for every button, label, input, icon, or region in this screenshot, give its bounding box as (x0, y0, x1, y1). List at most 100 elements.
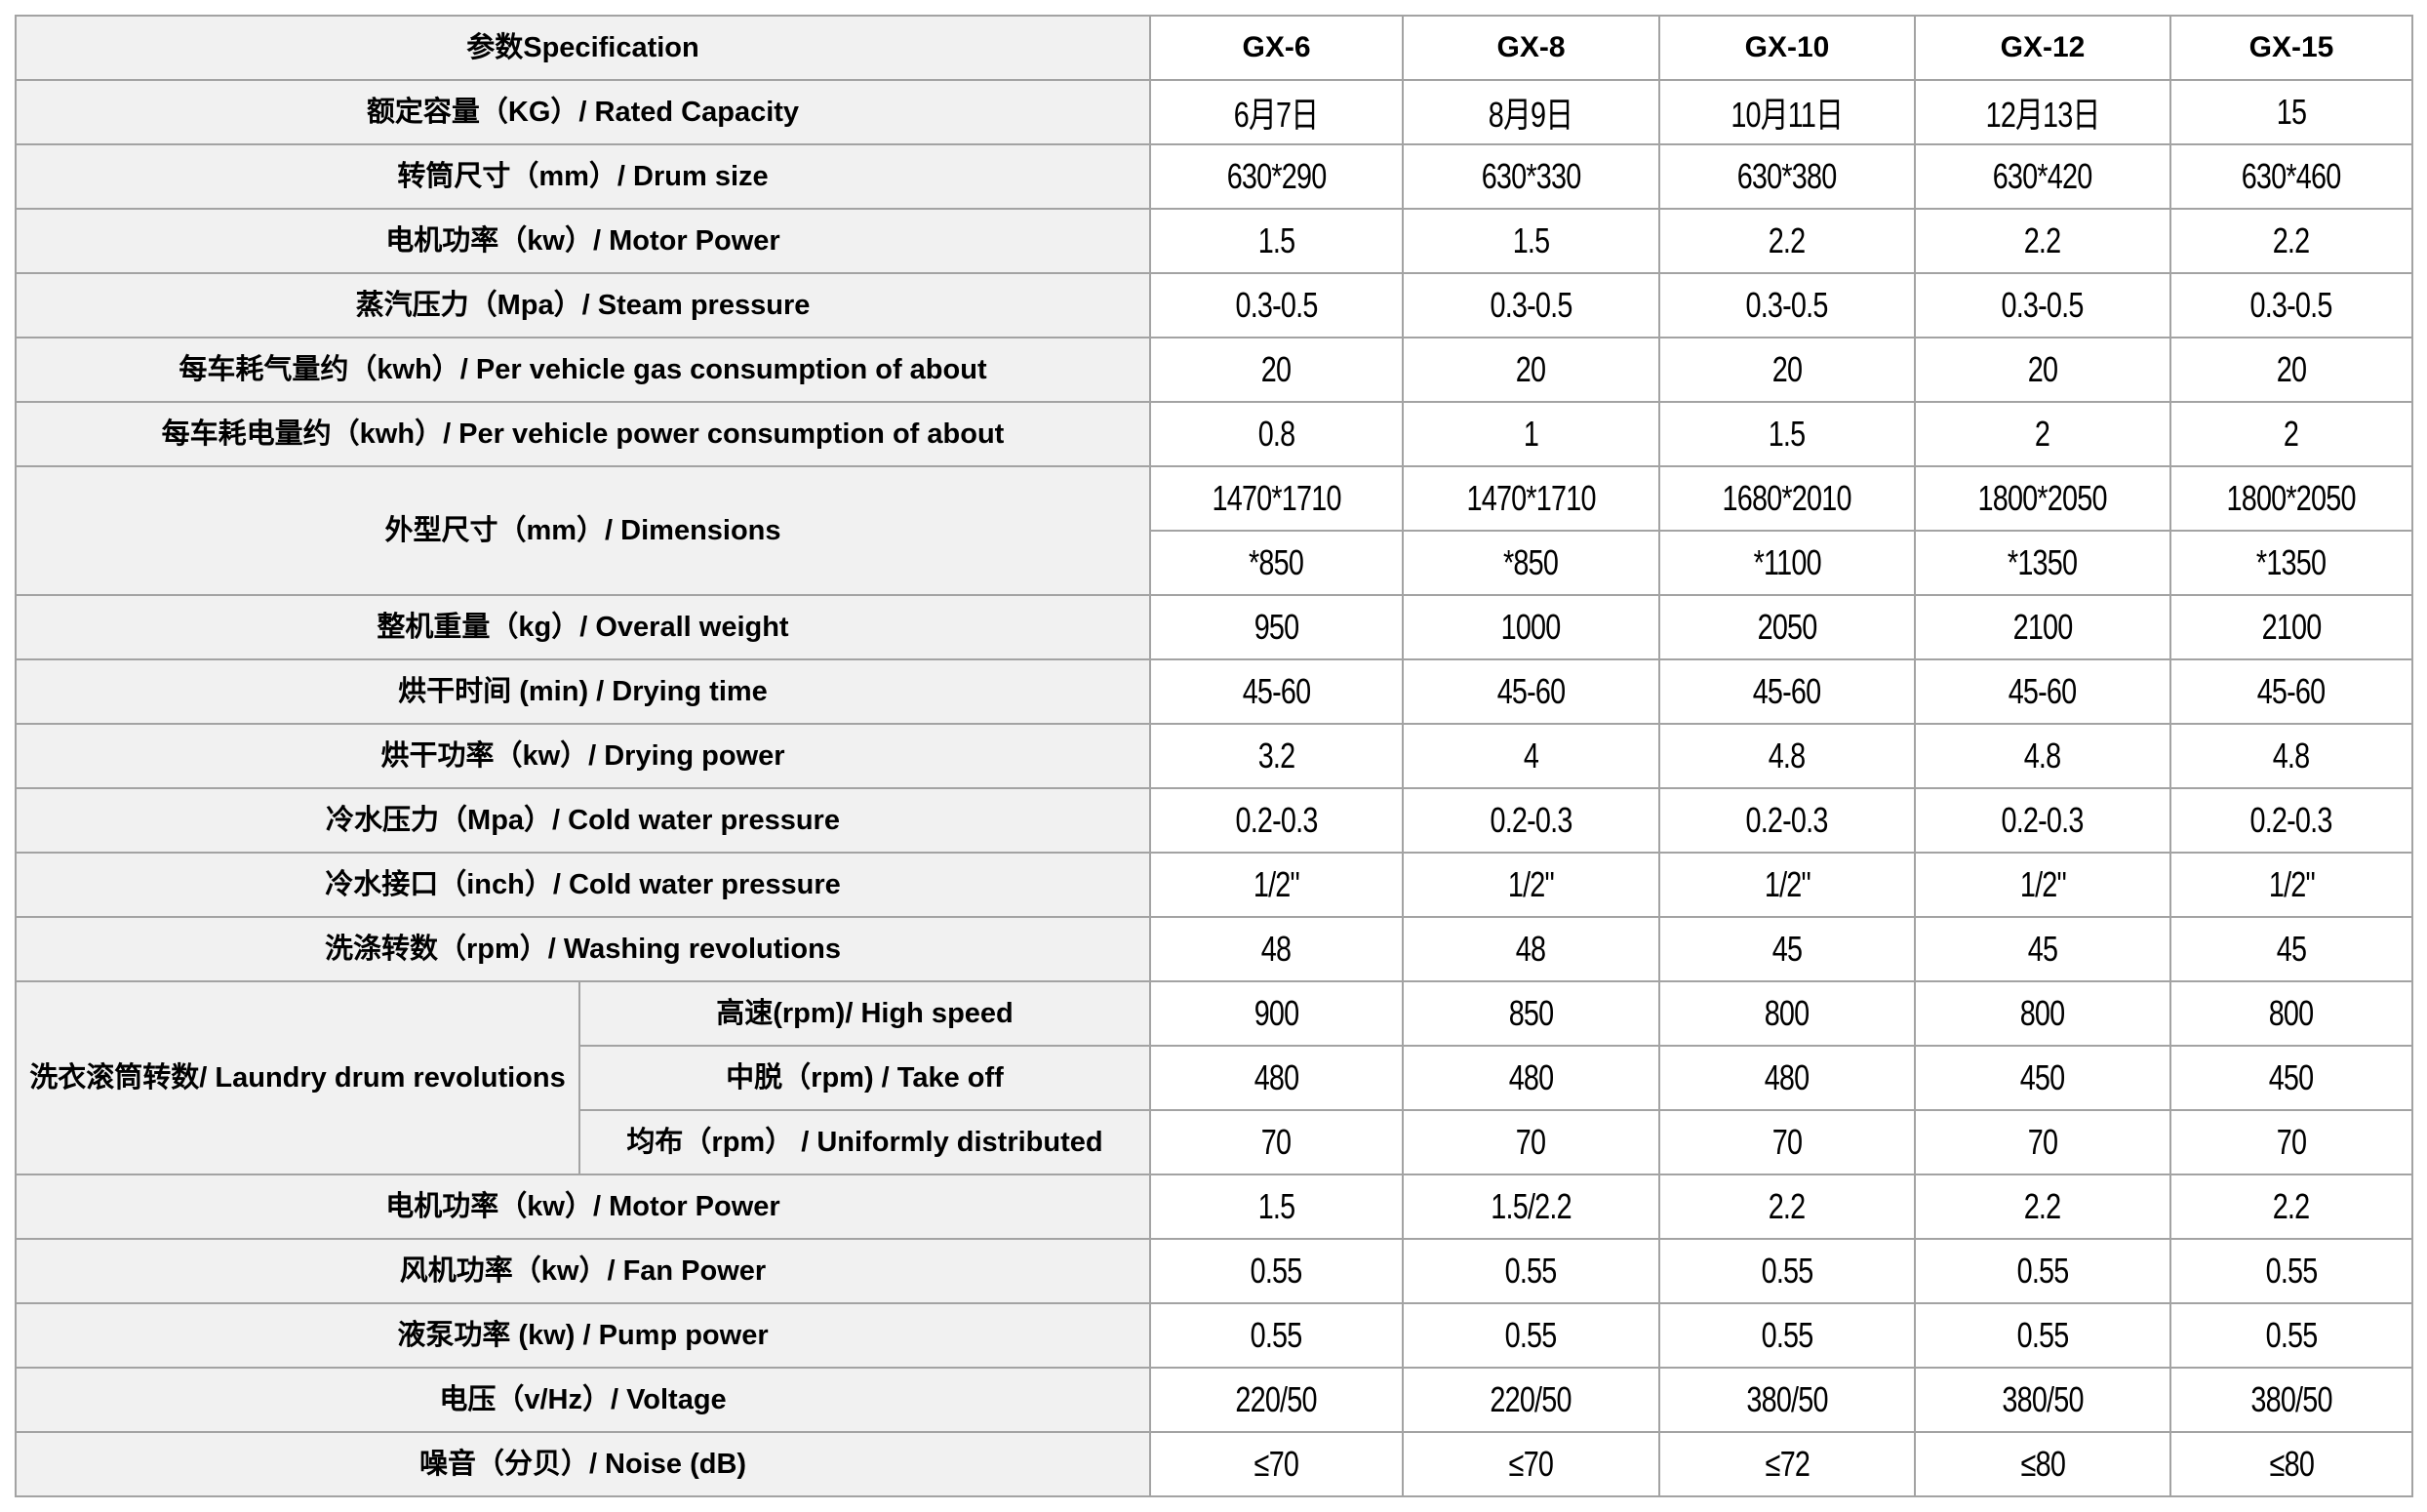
value-text: ≤70 (1508, 1444, 1554, 1484)
value-text: 70 (1771, 1122, 1803, 1162)
value-cell: 15 (2169, 79, 2413, 145)
value-text: 6月7日 (1234, 95, 1319, 135)
value-text: 45-60 (2257, 671, 2326, 711)
row-drum-take-off: 中脱（rpm) / Take off 480 480 480 450 450 (16, 1045, 2413, 1111)
specification-table: 参数Specification GX-6 GX-8 GX-10 GX-12 GX… (15, 15, 2413, 1497)
value-text: 0.55 (1251, 1315, 1303, 1355)
row-dimensions-line1: 外型尺寸（mm）/ Dimensions 1470*1710 1470*1710… (15, 465, 2413, 596)
value-cell: 1.5/2.2 (1402, 1174, 1660, 1240)
value-cell: *850 (1402, 530, 1660, 596)
row-label: 风机功率（kw）/ Fan Power (15, 1238, 1151, 1304)
value-text: 850 (1508, 993, 1554, 1033)
value-cell: 0.3-0.5 (2169, 272, 2413, 338)
value-cell: 20 (1402, 337, 1660, 403)
value-cell: 48 (1402, 916, 1660, 982)
value-cell: 800 (1658, 980, 1916, 1047)
value-text: 0.3-0.5 (2001, 285, 2085, 325)
value-text: 0.55 (2265, 1251, 2319, 1291)
value-text: 0.8 (1257, 414, 1295, 454)
value-cell: 450 (2169, 1045, 2413, 1111)
value-cell: 0.55 (1402, 1302, 1660, 1369)
value-text: 2 (2035, 414, 2050, 454)
value-cell: 380/50 (2169, 1367, 2413, 1433)
value-cell: 2.2 (2169, 208, 2413, 274)
value-text: *850 (1249, 542, 1304, 582)
row-steam-pressure: 蒸汽压力（Mpa）/ Steam pressure 0.3-0.5 0.3-0.… (15, 272, 2413, 338)
value-text: 380/50 (2002, 1379, 2084, 1419)
value-cell: 0.55 (2169, 1302, 2413, 1369)
value-text: 630*330 (1481, 156, 1582, 196)
value-cell: 70 (2169, 1109, 2413, 1175)
value-cell: 1/2" (1914, 852, 2171, 918)
value-cell: 2.2 (1914, 1174, 2171, 1240)
value-cell: *1100 (1658, 530, 1916, 596)
value-cell: 1470*1710 (1149, 465, 1404, 532)
row-drum-size: 转筒尺寸（mm）/ Drum size 630*290 630*330 630*… (15, 143, 2413, 210)
value-text: 70 (1261, 1122, 1292, 1162)
value-cell: 0.55 (1149, 1302, 1404, 1369)
value-cell: 1800*2050 (2169, 465, 2413, 532)
value-cell: 1470*1710 (1402, 465, 1660, 532)
value-cell: *1350 (2169, 530, 2413, 596)
value-text: 0.3-0.5 (1490, 285, 1572, 325)
value-text: 1 (1523, 414, 1539, 454)
value-text: 1800*2050 (2226, 478, 2357, 518)
value-cell: 1.5 (1658, 401, 1916, 467)
subrow-label-take-off: 中脱（rpm) / Take off (578, 1045, 1151, 1111)
value-text: 800 (2020, 993, 2065, 1033)
row-label: 整机重量（kg）/ Overall weight (15, 594, 1151, 660)
row-noise: 噪音（分贝）/ Noise (dB) ≤70 ≤70 ≤72 ≤80 ≤80 (15, 1431, 2413, 1497)
row-rated-capacity: 额定容量（KG）/ Rated Capacity 6月7日 8月9日 10月11… (15, 79, 2413, 145)
row-label: 冷水接口（inch）/ Cold water pressure (15, 852, 1151, 918)
row-fan-power: 风机功率（kw）/ Fan Power 0.55 0.55 0.55 0.55 … (15, 1238, 2413, 1304)
value-text: 45-60 (1242, 671, 1311, 711)
value-text: 70 (2027, 1122, 2058, 1162)
value-cell: 950 (1149, 594, 1404, 660)
value-text: 0.55 (1505, 1251, 1558, 1291)
model-header-gx6: GX-6 (1149, 15, 1404, 81)
value-cell: 0.55 (1914, 1302, 2171, 1369)
value-cell: 220/50 (1402, 1367, 1660, 1433)
value-cell: 630*290 (1149, 143, 1404, 210)
row-washing-revolutions: 洗涤转数（rpm）/ Washing revolutions 48 48 45 … (15, 916, 2413, 982)
value-cell: 1/2" (2169, 852, 2413, 918)
value-text: 0.2-0.3 (1745, 800, 1829, 840)
value-text: 1/2" (2268, 864, 2315, 904)
row-label: 每车耗气量约（kwh）/ Per vehicle gas consumption… (15, 337, 1151, 403)
value-cell: 70 (1658, 1109, 1916, 1175)
value-text: 0.55 (1505, 1315, 1558, 1355)
value-cell: 45 (1658, 916, 1916, 982)
value-text: 2 (2284, 414, 2299, 454)
row-label: 噪音（分贝）/ Noise (dB) (15, 1431, 1151, 1497)
value-cell: 1.5 (1149, 1174, 1404, 1240)
value-text: 450 (2020, 1057, 2065, 1097)
value-text: 1/2" (2019, 864, 2066, 904)
value-cell: 45 (1914, 916, 2171, 982)
value-cell: 380/50 (1914, 1367, 2171, 1433)
value-cell: 0.55 (1149, 1238, 1404, 1304)
value-text: 630*420 (1993, 156, 2093, 196)
value-cell: 70 (1149, 1109, 1404, 1175)
value-text: 450 (2269, 1057, 2314, 1097)
value-text: 4.8 (1769, 736, 1806, 776)
model-header-gx8: GX-8 (1402, 15, 1660, 81)
row-pump-power: 液泵功率 (kw) / Pump power 0.55 0.55 0.55 0.… (15, 1302, 2413, 1369)
value-text: 0.3-0.5 (1235, 285, 1318, 325)
value-cell: 3.2 (1149, 723, 1404, 789)
value-cell: 480 (1149, 1045, 1404, 1111)
value-text: 0.55 (2265, 1315, 2319, 1355)
row-label: 烘干功率（kw）/ Drying power (15, 723, 1151, 789)
value-cell: 2100 (1914, 594, 2171, 660)
row-drying-time: 烘干时间 (min) / Drying time 45-60 45-60 45-… (15, 658, 2413, 725)
value-text: 45-60 (1753, 671, 1821, 711)
value-text: 0.2-0.3 (2001, 800, 2085, 840)
value-text: 0.55 (1761, 1315, 1814, 1355)
value-text: 1.5 (1257, 1186, 1295, 1226)
value-text: 20 (1516, 349, 1546, 389)
value-cell: 20 (1914, 337, 2171, 403)
value-cell: 0.55 (2169, 1238, 2413, 1304)
value-cell: 20 (1149, 337, 1404, 403)
value-text: 20 (2027, 349, 2058, 389)
value-cell: 850 (1402, 980, 1660, 1047)
row-label-dimensions: 外型尺寸（mm）/ Dimensions (15, 465, 1151, 596)
